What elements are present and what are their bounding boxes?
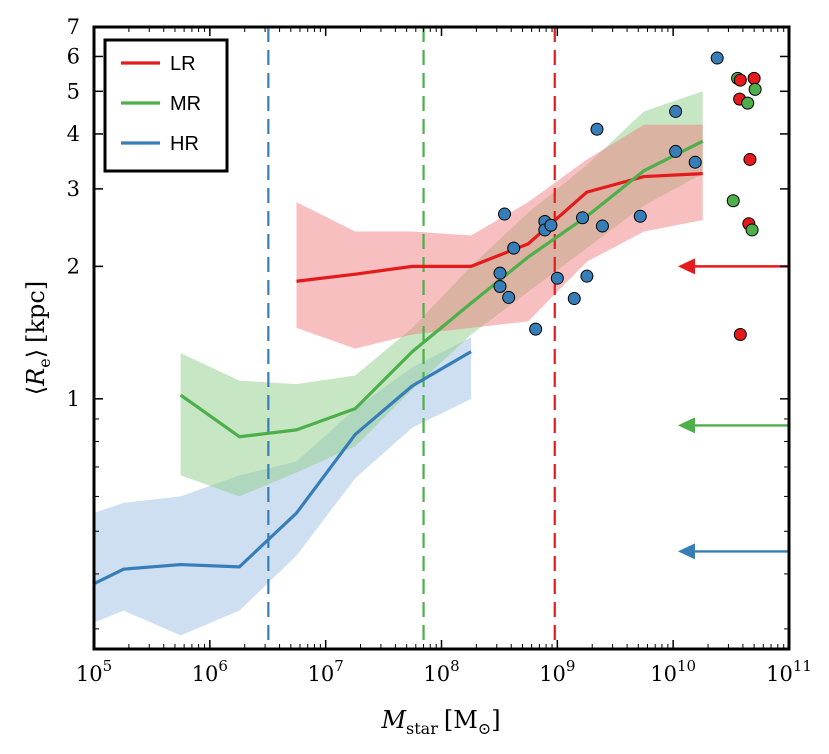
scatter-point (741, 96, 755, 110)
scatter-point (576, 211, 590, 225)
y-tick-label: 5 (67, 79, 80, 103)
legend-box (103, 38, 229, 173)
median-lines (93, 139, 704, 586)
scatter-point (688, 155, 702, 169)
scatter-point (745, 223, 759, 237)
scatter-point (743, 152, 757, 166)
scatter-point (748, 82, 762, 96)
y-tick-label: 3 (67, 177, 80, 201)
plot-frame (92, 25, 791, 651)
scatter-point (507, 241, 521, 255)
x-tick-label: 105 (76, 657, 112, 686)
y-tick-label: 6 (67, 44, 80, 68)
legend-label-lr: LR (170, 53, 196, 75)
scatter-point (567, 292, 581, 306)
legend-label-hr: HR (170, 133, 199, 155)
arrow-head-lr (677, 258, 695, 275)
line-mr (179, 139, 704, 439)
y-tick-label: 4 (67, 122, 80, 146)
scatter-point (633, 209, 647, 223)
legend-label-mr: MR (170, 93, 201, 115)
scatter-point (493, 266, 507, 280)
scatter-point (580, 269, 594, 283)
scatter-point (595, 219, 609, 233)
y-tick-label: 1 (67, 387, 80, 411)
scatter-point (544, 218, 558, 232)
arrow-head-mr (677, 417, 695, 434)
scatter-point (733, 73, 747, 87)
x-tick-label: 106 (192, 657, 228, 686)
band-lr (296, 124, 703, 349)
scatter-point (498, 207, 512, 221)
scatter-point (669, 144, 683, 158)
y-tick-label: 7 (67, 15, 80, 39)
scatter-point (493, 280, 507, 294)
scatter-point (733, 328, 747, 342)
legend: LR MR HR (103, 38, 229, 173)
limit-arrows (677, 258, 789, 560)
scatter-point (502, 290, 516, 304)
scatter-point (710, 51, 724, 65)
line-hr (93, 350, 472, 586)
y-axis-title: ⟨Re⟩[kpc] (22, 281, 54, 395)
x-tick-label: 1010 (650, 657, 696, 686)
x-axis-title: Mstar [M⊙] (380, 706, 500, 738)
scatter-point (529, 322, 543, 336)
scatter-points (493, 51, 762, 342)
vertical-dashed-lines (267, 27, 556, 649)
scatter-point (726, 194, 740, 208)
arrow-head-hr (677, 543, 695, 560)
scatter-point (669, 104, 683, 118)
scatter-point (590, 122, 604, 136)
x-tick-label: 1011 (766, 657, 812, 686)
x-tick-label: 109 (539, 657, 575, 686)
scatter-point (550, 271, 564, 285)
x-tick-label: 108 (423, 657, 459, 686)
y-tick-label: 2 (67, 254, 80, 278)
scatter-point (747, 71, 761, 85)
x-tick-label: 107 (308, 657, 344, 686)
confidence-bands (94, 91, 703, 636)
